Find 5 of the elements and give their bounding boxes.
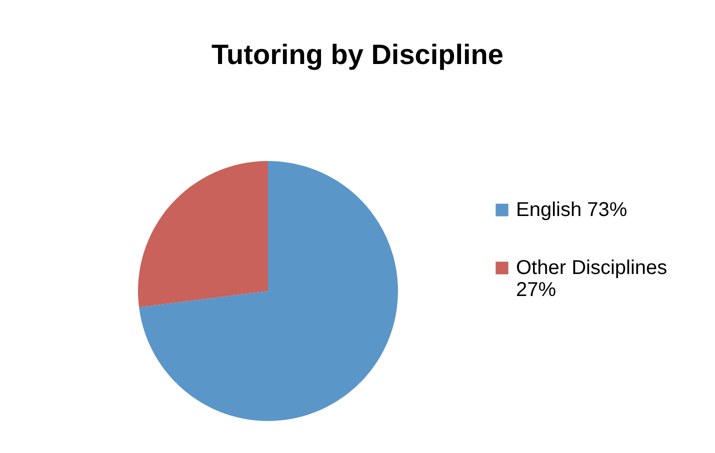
legend-label: Other Disciplines 27%: [516, 257, 668, 301]
chart-title: Tutoring by Discipline: [212, 39, 504, 70]
pie-slice: [139, 161, 398, 421]
pie-slice: [138, 161, 268, 308]
legend-label: English 73%: [516, 199, 628, 221]
